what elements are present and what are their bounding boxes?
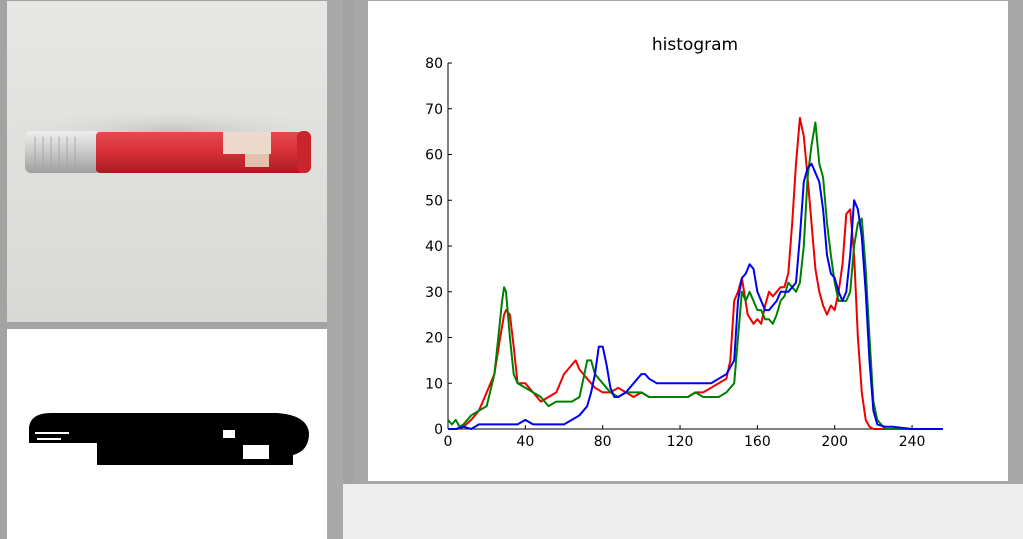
x-tick-label: 240 — [899, 434, 926, 450]
panel-separator — [327, 0, 343, 539]
x-tick-label: 80 — [594, 434, 612, 450]
histogram-figure: histogram 0 40 80 120 160 200 240 0 10 20 30 40 50 60… — [368, 1, 1008, 481]
series-line-green — [447, 121, 943, 430]
pen-body — [96, 132, 304, 173]
x-tick-label: 40 — [516, 434, 534, 450]
y-tick-label: 40 — [425, 239, 443, 255]
segmentation-mask — [7, 329, 327, 539]
series-line-blue — [448, 162, 943, 430]
x-tick-label: 120 — [667, 434, 694, 450]
mask-illustration — [29, 413, 309, 465]
chart-title: histogram — [652, 35, 738, 55]
y-tick-label: 20 — [425, 331, 443, 347]
y-tick-label: 10 — [425, 376, 443, 392]
pen-sticker — [223, 132, 271, 154]
y-tick-label: 60 — [425, 148, 443, 164]
pen-cap — [25, 131, 101, 173]
x-tick-label: 200 — [821, 434, 848, 450]
pen-end — [297, 131, 311, 173]
chart-axes: 0 40 80 120 160 200 240 0 10 20 30 40 50 60 70 80 — [425, 56, 943, 450]
y-tick-label: 30 — [425, 285, 443, 301]
product-photo — [7, 1, 327, 322]
y-tick-label: 50 — [425, 193, 443, 209]
x-tick-label: 160 — [744, 434, 771, 450]
plot-lines — [447, 116, 943, 430]
y-tick-label: 70 — [425, 102, 443, 118]
y-tick-label: 0 — [434, 422, 443, 438]
x-tick-label: 0 — [444, 434, 453, 450]
window-background — [343, 484, 1023, 539]
histogram-chart: histogram 0 40 80 120 160 200 240 0 10 20 30 40 50 60… — [425, 35, 943, 450]
pen-photo-illustration — [12, 109, 327, 173]
y-tick-label: 80 — [425, 56, 443, 72]
